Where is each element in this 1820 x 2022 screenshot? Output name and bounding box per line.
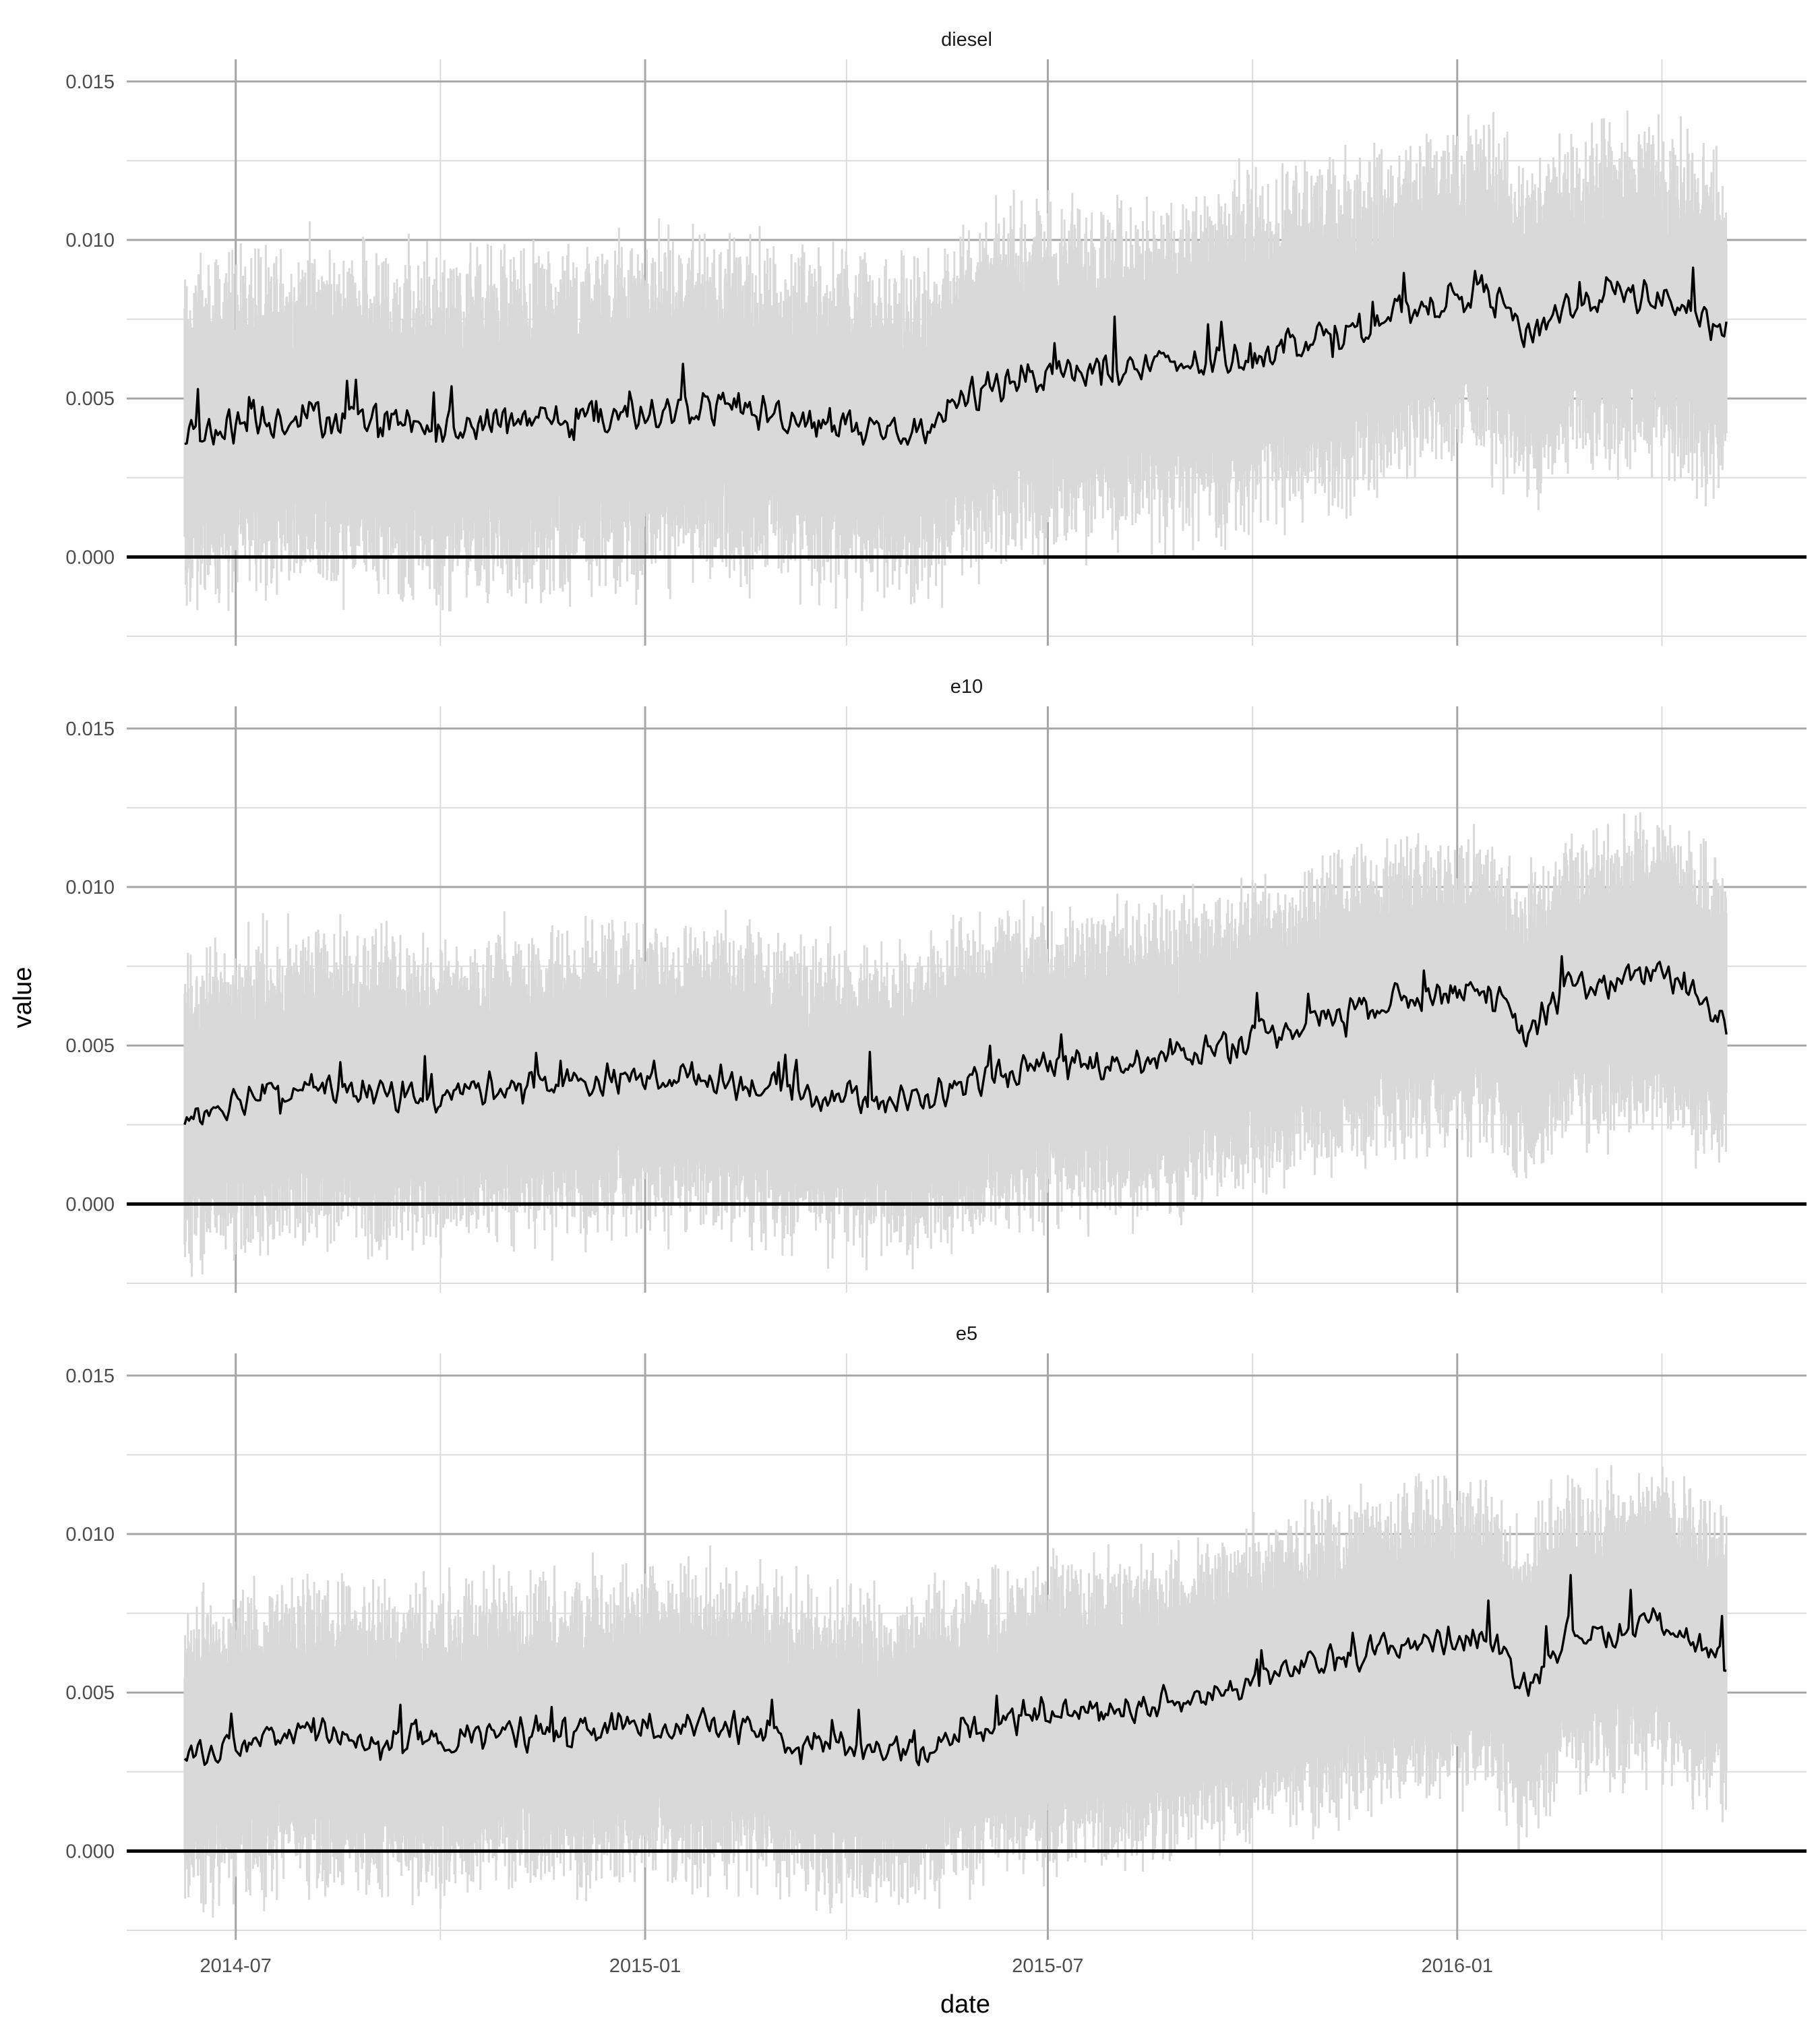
facet-title-diesel: diesel bbox=[941, 29, 992, 51]
x-tick-label: 2016-01 bbox=[1422, 1955, 1493, 1977]
y-axis-title: value bbox=[9, 967, 37, 1029]
x-tick-label: 2015-01 bbox=[609, 1955, 681, 1977]
y-tick-label: 0.015 bbox=[65, 71, 115, 93]
series-line-diesel bbox=[184, 266, 1728, 446]
x-axis-title: date bbox=[940, 1990, 990, 2019]
x-tick-label: 2015-07 bbox=[1012, 1955, 1083, 1977]
facet-title-e5: e5 bbox=[956, 1323, 977, 1345]
band-e10 bbox=[183, 812, 1728, 1277]
band-diesel bbox=[183, 111, 1728, 612]
x-axis-tick-labels: 2014-07 2015-01 2015-07 2016-01 bbox=[200, 1955, 1494, 1977]
panel-e10: 0.000 0.005 0.010 0.015 e10 bbox=[65, 676, 1807, 1293]
y-tick-label: 0.005 bbox=[65, 1035, 115, 1057]
y-tick-label: 0.005 bbox=[65, 1682, 115, 1704]
y-tick-label: 0.005 bbox=[65, 388, 115, 410]
series-line-e10 bbox=[183, 955, 1728, 1126]
y-tick-label: 0.015 bbox=[65, 1366, 115, 1387]
y-tick-label: 0.010 bbox=[65, 877, 115, 898]
panel-diesel: 0.000 0.005 0.010 0.015 diesel bbox=[65, 29, 1807, 646]
y-tick-label: 0.000 bbox=[65, 1194, 115, 1215]
y-tick-label: 0.015 bbox=[65, 718, 115, 740]
panel-e5: 0.000 0.005 0.010 0.015 e5 bbox=[65, 1323, 1807, 1940]
x-tick-label: 2014-07 bbox=[200, 1955, 272, 1977]
series-line-e5 bbox=[183, 1574, 1727, 1767]
y-tick-label: 0.010 bbox=[65, 1524, 115, 1545]
y-tick-label: 0.000 bbox=[65, 547, 115, 568]
y-tick-label: 0.000 bbox=[65, 1841, 115, 1862]
facet-title-e10: e10 bbox=[950, 676, 983, 698]
y-tick-label: 0.010 bbox=[65, 230, 115, 251]
chart-panels: 0.000 0.005 0.010 0.015 diesel 0.000 0.005 0.01… bbox=[65, 29, 1807, 1940]
